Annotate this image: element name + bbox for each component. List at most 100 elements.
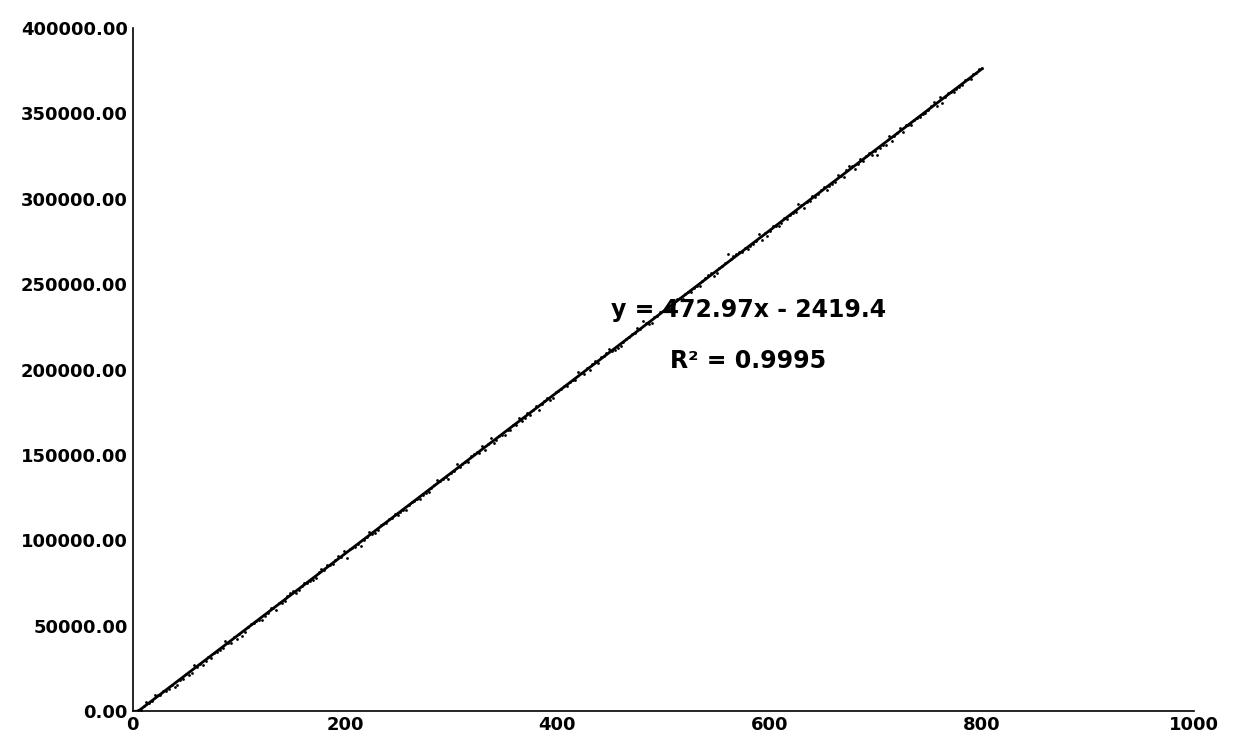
Point [415, 487, 435, 499]
Point [136, 696, 156, 708]
Point [466, 446, 486, 458]
Point [399, 498, 419, 510]
Point [523, 404, 543, 416]
Point [154, 685, 174, 697]
Point [258, 608, 278, 620]
Point [774, 212, 794, 224]
Point [236, 627, 255, 639]
Point [501, 424, 521, 436]
Point [879, 131, 899, 143]
Point [174, 673, 193, 685]
Point [490, 430, 510, 442]
Point [910, 112, 930, 124]
Point [935, 91, 955, 103]
Point [594, 350, 614, 362]
Point [780, 208, 800, 220]
Point [729, 246, 749, 258]
Point [334, 545, 353, 557]
Point [190, 658, 210, 670]
Point [890, 122, 910, 134]
Point [286, 587, 306, 599]
Point [828, 169, 848, 181]
Point [291, 580, 311, 592]
Text: y = 472.97x - 2419.4: y = 472.97x - 2419.4 [611, 297, 885, 322]
Point [148, 689, 167, 701]
Point [393, 504, 413, 516]
Point [205, 646, 224, 658]
Point [461, 449, 481, 461]
Point [391, 506, 410, 518]
Point [884, 131, 904, 143]
Point [459, 456, 479, 468]
Point [743, 238, 763, 250]
Point [388, 509, 408, 521]
Point [156, 685, 176, 697]
Point [738, 243, 758, 255]
Point [856, 150, 875, 162]
Point [913, 108, 932, 120]
Point [263, 602, 283, 614]
Point [831, 169, 851, 181]
Point [771, 217, 791, 229]
Point [665, 298, 684, 310]
Point [760, 225, 780, 237]
Point [859, 147, 879, 159]
Point [198, 652, 218, 664]
Point [247, 615, 267, 627]
Point [614, 336, 634, 348]
Point [481, 433, 501, 445]
Point [267, 604, 286, 616]
Point [221, 636, 241, 649]
Point [229, 627, 249, 639]
Point [689, 280, 709, 292]
Point [532, 398, 552, 410]
Point [751, 234, 771, 246]
Point [446, 458, 466, 470]
Point [605, 344, 625, 356]
Point [678, 285, 698, 297]
Point [650, 307, 670, 319]
Point [348, 538, 368, 550]
Point [645, 311, 665, 323]
Point [294, 577, 314, 589]
Point [622, 328, 642, 340]
Point [201, 652, 221, 664]
Point [269, 597, 289, 609]
Point [926, 100, 946, 112]
Point [517, 407, 537, 419]
Point [181, 667, 201, 680]
Point [145, 689, 165, 701]
Point [661, 302, 681, 314]
Point [692, 275, 712, 287]
Point [382, 512, 402, 524]
Point [477, 438, 497, 450]
Point [559, 376, 579, 388]
Point [309, 566, 329, 578]
Point [365, 526, 384, 538]
Point [811, 184, 831, 196]
Point [723, 250, 743, 262]
Point [402, 496, 422, 508]
Point [408, 493, 428, 505]
Point [797, 196, 817, 208]
Point [873, 139, 893, 151]
Point [439, 473, 459, 485]
Point [577, 362, 596, 374]
Point [492, 429, 512, 441]
Point [497, 424, 517, 436]
Point [238, 621, 258, 633]
Point [384, 508, 404, 520]
Point [410, 493, 430, 505]
Point [603, 345, 622, 357]
Point [326, 554, 346, 566]
Text: R² = 0.9995: R² = 0.9995 [671, 349, 826, 373]
Point [521, 409, 541, 421]
Point [207, 646, 227, 658]
Point [763, 220, 782, 232]
Point [552, 383, 572, 395]
Point [656, 304, 676, 316]
Point [244, 617, 264, 629]
Point [278, 590, 298, 602]
Point [252, 614, 272, 626]
Point [430, 475, 450, 487]
